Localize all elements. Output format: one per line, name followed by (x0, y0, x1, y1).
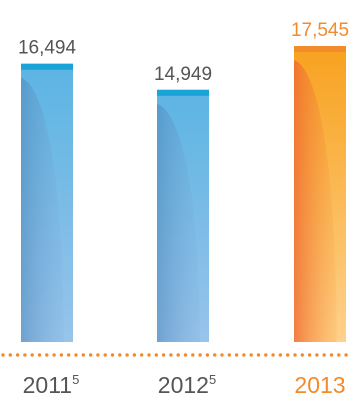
baseline-dot (278, 353, 283, 357)
year-text-2011: 2011 (23, 372, 72, 398)
value-label-2012: 14,949 (154, 64, 212, 85)
baseline-dot (337, 353, 341, 357)
baseline-dot (154, 353, 158, 357)
bar-shade-2011 (21, 77, 64, 342)
baseline-dot (322, 353, 326, 357)
baseline-dot (147, 353, 151, 357)
baseline-dot (23, 353, 27, 357)
baseline-dot (8, 353, 12, 357)
baseline-dot (264, 353, 268, 357)
baseline-dot (161, 353, 166, 357)
baseline-dot (329, 353, 334, 357)
year-text-2013: 2013 (294, 372, 345, 398)
baseline-dot (234, 353, 239, 357)
bar-2012 (157, 89, 209, 342)
baseline-dot (103, 353, 107, 357)
baseline-dot (183, 353, 188, 357)
bar-shade-2012 (157, 103, 200, 342)
baseline-dot (176, 353, 180, 357)
baseline-dot (205, 353, 210, 357)
baseline-dot (88, 353, 93, 357)
baseline-dot (110, 353, 115, 357)
baseline-dot (140, 353, 144, 357)
baseline-dot (1, 353, 5, 357)
baseline-dot (74, 353, 78, 357)
baseline-dot (227, 353, 231, 357)
year-label-2012: 20125 (158, 372, 216, 398)
baseline-dot (59, 353, 64, 357)
baseline-dot (307, 353, 312, 357)
baseline-dot (315, 353, 319, 357)
value-label-2011: 16,494 (18, 38, 77, 59)
bar-cap-2011 (21, 63, 73, 70)
baseline-dot (37, 353, 42, 357)
year-label-2011: 20115 (23, 372, 80, 398)
baseline-dot (30, 353, 34, 357)
baseline-dot (271, 353, 275, 357)
baseline-dot (67, 353, 71, 357)
baseline-dot (15, 353, 20, 357)
baseline-dot (256, 353, 261, 357)
baseline-dot (344, 353, 348, 357)
baseline-dot (45, 353, 49, 357)
value-label-2013: 17,545 (291, 20, 349, 41)
footnote-2011: 5 (72, 372, 79, 387)
baseline-dot (300, 353, 304, 357)
dotted-baseline (1, 353, 348, 357)
baseline-dot (169, 353, 173, 357)
baseline-dot (96, 353, 100, 357)
year-text-2012: 2012 (158, 372, 209, 398)
baseline-dot (213, 353, 217, 357)
baseline-dot (198, 353, 202, 357)
baseline-dot (118, 353, 122, 357)
baseline-dot (191, 353, 195, 357)
baseline-dot (52, 353, 56, 357)
bar-shade-2013 (294, 60, 337, 342)
baseline-dot (220, 353, 224, 357)
bar-2013 (294, 46, 346, 342)
year-label-2013: 2013 (294, 372, 345, 398)
bar-2011 (21, 63, 73, 342)
footnote-2012: 5 (209, 372, 216, 387)
baseline-dot (132, 353, 137, 357)
bar-cap-2013 (294, 46, 346, 52)
baseline-dot (286, 353, 290, 357)
baseline-dot (249, 353, 253, 357)
baseline-dot (125, 353, 129, 357)
bar-cap-2012 (157, 89, 209, 96)
baseline-dot (81, 353, 86, 357)
baseline-dot (293, 353, 297, 357)
baseline-dot (242, 353, 246, 357)
